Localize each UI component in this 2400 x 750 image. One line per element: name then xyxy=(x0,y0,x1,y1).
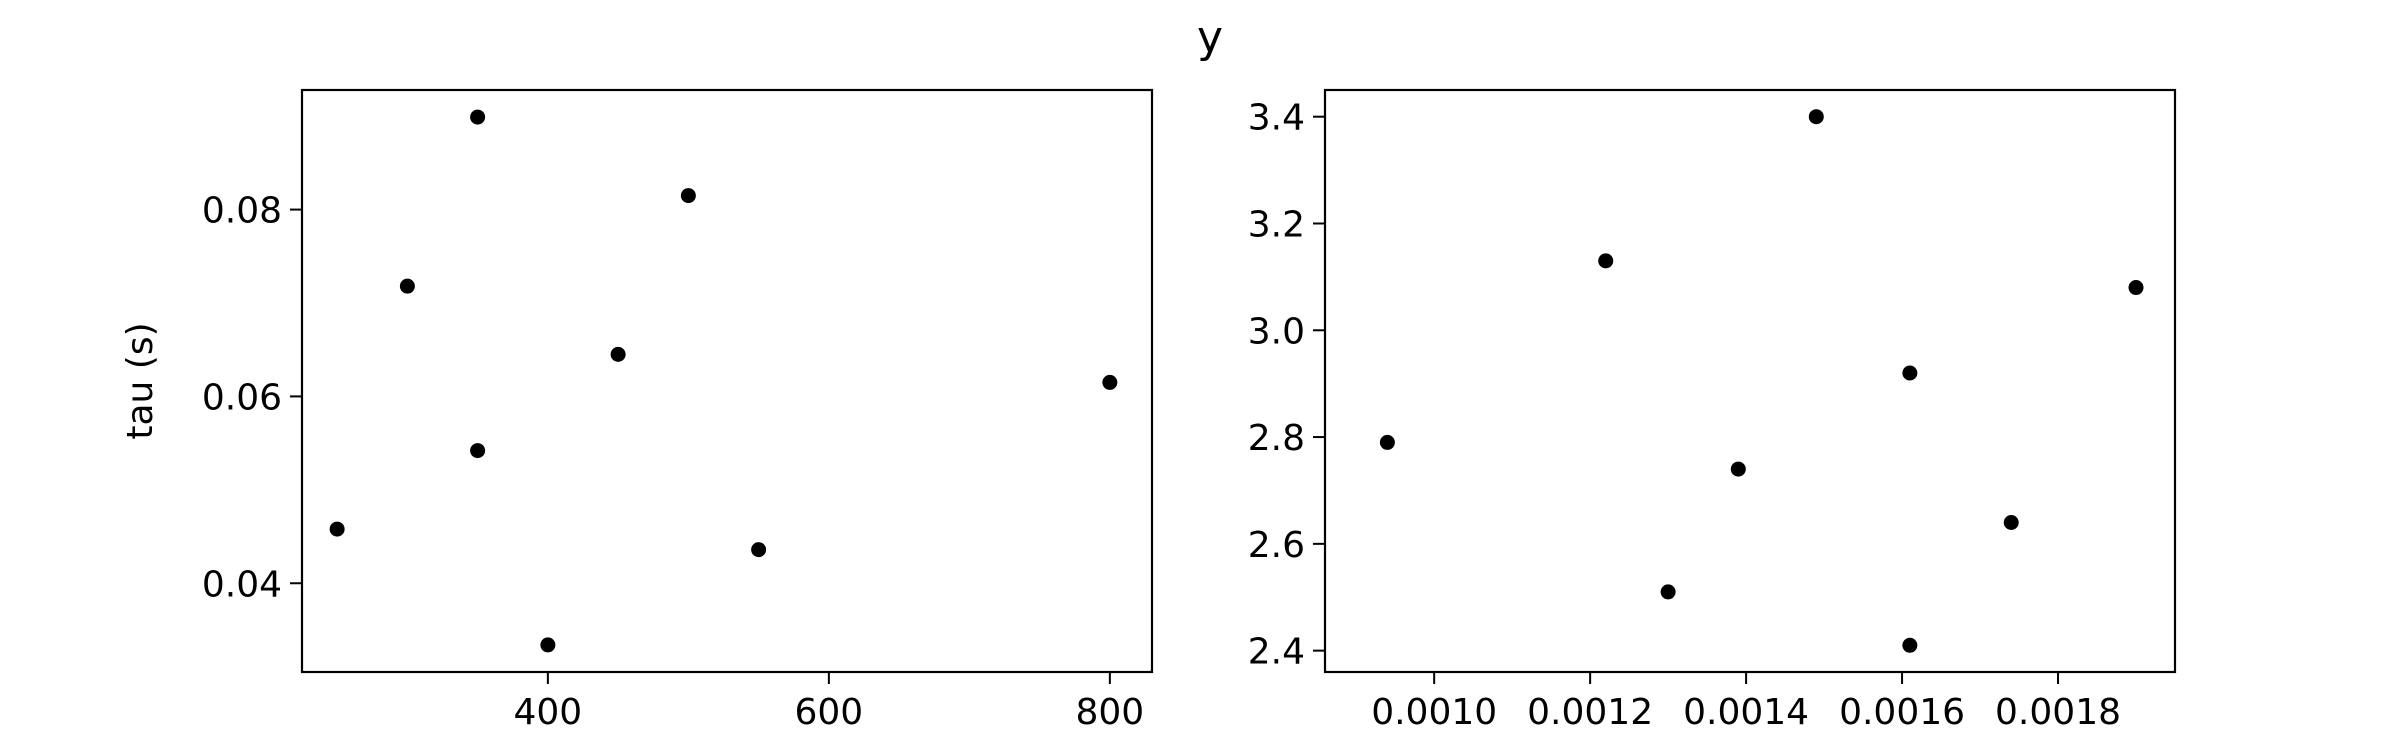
left-xtick-label: 600 xyxy=(795,692,864,733)
right-point-7 xyxy=(2003,514,2019,530)
left-point-7 xyxy=(751,542,767,558)
right-ytick-label: 3.4 xyxy=(1248,98,1305,139)
right-xtick-label: 0.0018 xyxy=(1995,692,2121,733)
right-ytick-label: 2.4 xyxy=(1248,632,1305,673)
right-ytick-label: 2.6 xyxy=(1248,525,1305,566)
left-point-4 xyxy=(1102,374,1118,390)
right-xtick-label: 0.0016 xyxy=(1839,692,1965,733)
right-point-0 xyxy=(1379,434,1395,450)
left-ylabel: tau (s) xyxy=(120,322,161,439)
right-plot-frame xyxy=(1323,88,2177,674)
left-ytick-label: 0.04 xyxy=(202,564,282,605)
left-xtick-label: 400 xyxy=(514,692,583,733)
right-point-2 xyxy=(1660,584,1676,600)
right-point-5 xyxy=(1902,365,1918,381)
left-ytick-label: 0.08 xyxy=(202,191,282,232)
left-point-8 xyxy=(540,637,556,653)
left-ytick-label: 0.06 xyxy=(202,377,282,418)
left-point-0 xyxy=(470,109,486,125)
figure-suptitle: y xyxy=(1197,12,1223,63)
right-ytick-label: 3.2 xyxy=(1248,204,1305,245)
left-point-1 xyxy=(680,188,696,204)
left-point-2 xyxy=(399,278,415,294)
left-scatter-plot: 400 600 800 0.04 0.06 0.08 tau (s) xyxy=(120,88,1154,733)
left-plot-frame xyxy=(300,88,1154,674)
left-xtick-label: 800 xyxy=(1075,692,1144,733)
right-xtick-label: 0.0014 xyxy=(1683,692,1809,733)
right-point-6 xyxy=(1902,637,1918,653)
right-scatter-plot: 0.0010 0.0012 0.0014 0.0016 0.0018 2.4 2.6 2.8 3… xyxy=(1248,88,2177,733)
right-point-4 xyxy=(1808,109,1824,125)
right-ytick-label: 3.0 xyxy=(1248,311,1305,352)
right-point-3 xyxy=(1730,461,1746,477)
left-point-3 xyxy=(610,346,626,362)
right-xtick-label: 0.0012 xyxy=(1527,692,1653,733)
right-point-8 xyxy=(2128,280,2144,296)
left-point-6 xyxy=(329,521,345,537)
right-point-1 xyxy=(1598,253,1614,269)
right-ytick-label: 2.8 xyxy=(1248,418,1305,459)
right-xtick-label: 0.0010 xyxy=(1371,692,1497,733)
left-point-5 xyxy=(470,443,486,459)
